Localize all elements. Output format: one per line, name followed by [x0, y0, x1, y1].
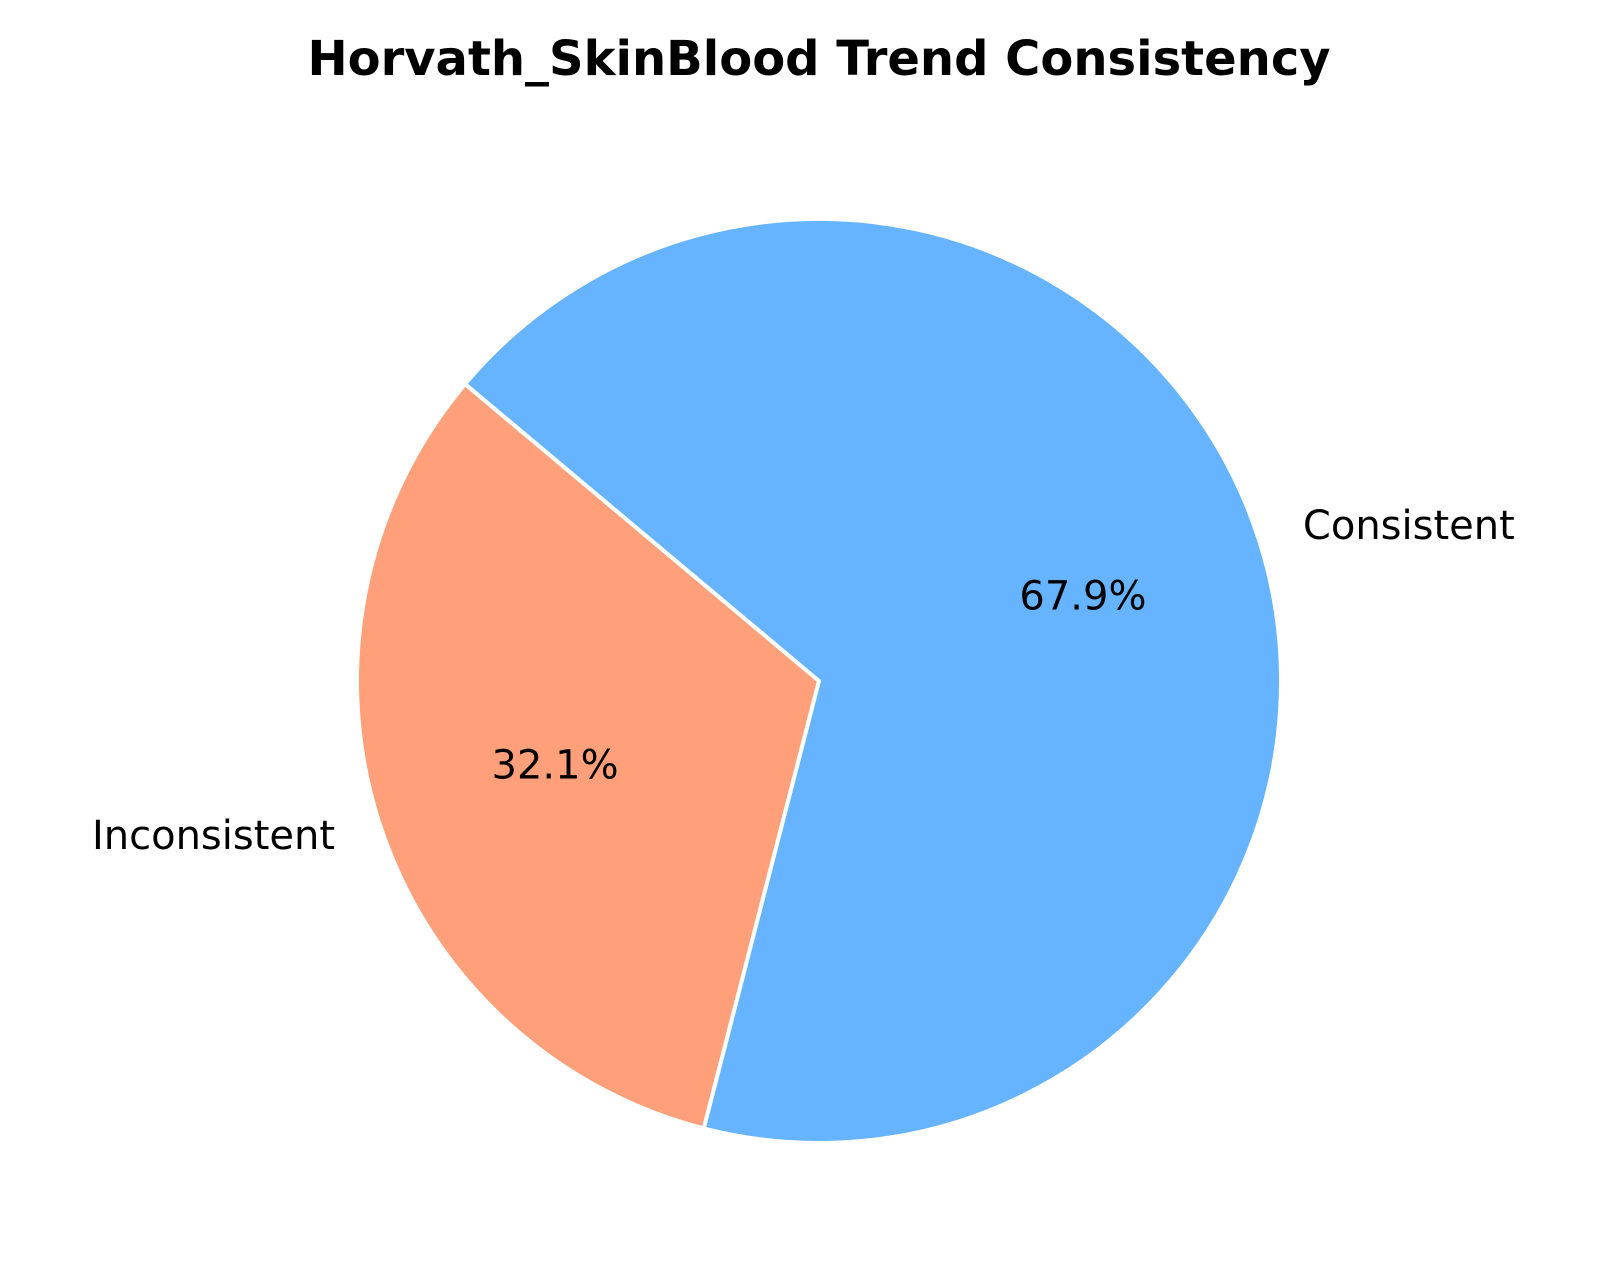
- slice-percent-inconsistent: 32.1%: [492, 743, 619, 789]
- pie-slices: [355, 217, 1283, 1145]
- slice-label-consistent: Consistent: [1303, 503, 1515, 549]
- slice-percent-consistent: 67.9%: [1019, 573, 1146, 619]
- pie-slice-consistent: [463, 217, 1283, 1145]
- chart-title: Horvath_SkinBlood Trend Consistency: [307, 31, 1330, 87]
- slice-label-inconsistent: Inconsistent: [92, 813, 335, 859]
- pie-labels: Inconsistent 32.1% Consistent 67.9%: [92, 503, 1515, 859]
- pie-slice-inconsistent: [355, 382, 821, 1131]
